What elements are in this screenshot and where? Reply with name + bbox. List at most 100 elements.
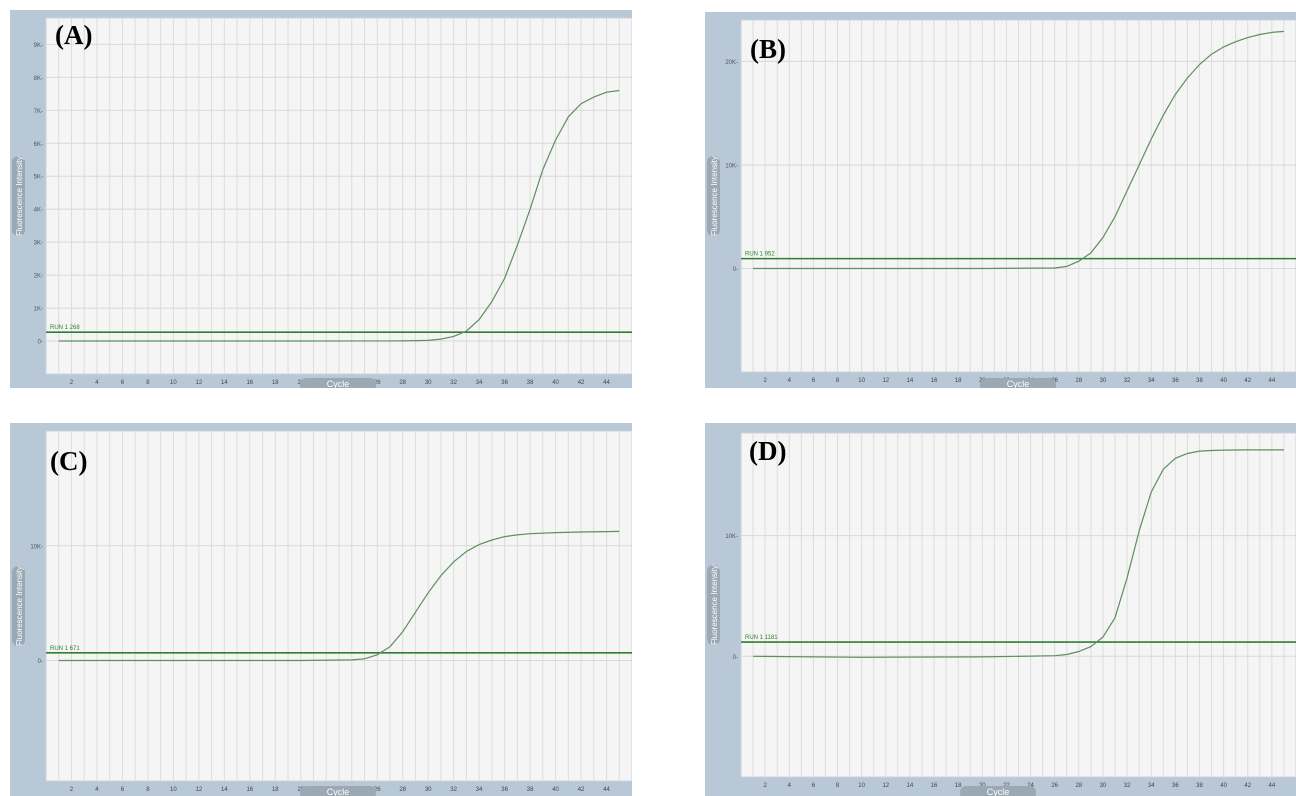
x-axis-label: Cycle [327,379,350,388]
x-axis-caption-pill [960,786,1036,796]
x-tick-label: 6 [812,783,816,789]
y-tick-label: 9K- [34,43,43,49]
threshold-label: RUN 1 671 [50,646,80,652]
amplification-curve [58,89,620,342]
y-axis-label: Fluorescence Intensity [710,156,719,236]
x-tick-label: 2 [70,787,74,793]
x-tick-label: 18 [272,380,279,386]
x-tick-label: 12 [882,378,889,384]
x-tick-label: 34 [476,380,483,386]
x-tick-label: 40 [1220,378,1227,384]
x-tick-label: 26 [374,380,381,386]
threshold-label: RUN 1 268 [50,325,80,331]
x-tick-label: 14 [907,378,914,384]
x-axis-label: Cycle [987,787,1010,796]
threshold-label: RUN 1 952 [745,252,775,258]
y-tick-label: 5K- [34,175,43,181]
x-tick-label: 42 [1244,783,1251,789]
x-tick-label: 44 [1269,783,1276,789]
y-axis-label: Fluorescence Intensity [710,565,719,645]
chart-panel-b: 0-10K-20K-246810121416182022242628303234… [705,12,1296,388]
x-axis-label: Cycle [1007,379,1030,388]
x-tick-label: 36 [501,787,508,793]
x-tick-label: 28 [1075,783,1082,789]
x-axis-label: Cycle [327,787,350,796]
panel-label: (D) [749,436,787,466]
x-tick-label: 10 [170,787,177,793]
x-tick-label: 30 [425,787,432,793]
x-axis-caption-pill [980,378,1056,388]
chart-panel-a: 0- 1K- 2K- 3K- 4K- 5K- 6K- 7K- 8K- 9K- 2 4 6 8 10 12 14 1… [10,10,632,388]
panel-label: (B) [750,34,786,64]
x-tick-label: 2 [763,378,767,384]
x-tick-label: 38 [527,380,534,386]
y-axis-caption-pill [707,565,720,645]
y-tick-label: 10K- [30,544,43,550]
amplification-curve [753,30,1284,270]
x-tick-label: 34 [1148,783,1155,789]
x-tick-label: 6 [121,380,125,386]
x-tick-label: 44 [1269,378,1276,384]
threshold-label: RUN 1 1181 [745,635,778,641]
y-tick-label: 4K- [34,208,43,214]
x-tick-label: 32 [1124,783,1131,789]
x-tick-label: 40 [1220,783,1227,789]
x-tick-label: 44 [603,380,610,386]
y-axis-caption-pill [12,566,25,646]
x-tick-label: 42 [578,380,585,386]
x-tick-label: 28 [1075,378,1082,384]
y-tick-label: 7K- [34,109,43,115]
y-tick-label: 0- [733,267,738,273]
x-axis-caption-pill [300,786,376,796]
y-tick-label: 0- [38,659,43,665]
x-tick-label: 16 [246,787,253,793]
x-tick-label: 12 [196,787,203,793]
panel-label: (A) [55,20,93,50]
y-tick-label: 0- [733,655,738,661]
x-tick-label: 30 [425,380,432,386]
x-tick-label: 6 [121,787,125,793]
x-tick-label: 34 [476,787,483,793]
x-tick-label: 14 [907,783,914,789]
y-tick-label: 10K- [725,163,738,169]
x-tick-label: 26 [374,787,381,793]
x-tick-label: 2 [763,783,767,789]
x-tick-label: 40 [552,380,559,386]
x-tick-label: 8 [836,378,840,384]
x-axis-caption-pill [300,378,376,388]
chart-panel-d: 0-10K-2468101214161820222426283032343638… [705,423,1296,796]
x-tick-label: 14 [221,787,228,793]
x-tick-label: 2 [70,380,74,386]
x-tick-label: 42 [1244,378,1251,384]
amplification-curve [753,449,1284,658]
y-tick-label: 2K- [34,274,43,280]
chart-svg-c: 0-10K-2468101214161820222426283032343638… [12,430,632,796]
x-tick-label: 6 [812,378,816,384]
x-tick-label: 12 [882,783,889,789]
y-axis-caption-pill [707,156,720,236]
x-tick-label: 38 [1196,378,1203,384]
x-tick-label: 18 [955,783,962,789]
x-tick-label: 16 [931,378,938,384]
x-tick-label: 8 [836,783,840,789]
x-tick-label: 4 [95,380,99,386]
x-tick-label: 30 [1100,378,1107,384]
x-tick-label: 36 [1172,378,1179,384]
x-tick-label: 38 [1196,783,1203,789]
x-tick-label: 16 [246,380,253,386]
x-tick-label: 8 [146,380,150,386]
x-tick-label: 10 [858,783,865,789]
x-tick-label: 28 [399,380,406,386]
x-tick-label: 14 [221,380,228,386]
y-axis-caption-pill [12,156,25,236]
x-tick-label: 30 [1100,783,1107,789]
x-tick-label: 38 [527,787,534,793]
x-tick-label: 18 [955,378,962,384]
x-tick-label: 4 [95,787,99,793]
x-tick-label: 12 [196,380,203,386]
x-tick-label: 28 [399,787,406,793]
x-tick-label: 36 [501,380,508,386]
chart-svg-a: 0- 1K- 2K- 3K- 4K- 5K- 6K- 7K- 8K- 9K- 2 4 6 8 10 12 14 1… [12,17,632,388]
y-tick-label: 3K- [34,241,43,247]
panel-label: (C) [50,446,88,476]
